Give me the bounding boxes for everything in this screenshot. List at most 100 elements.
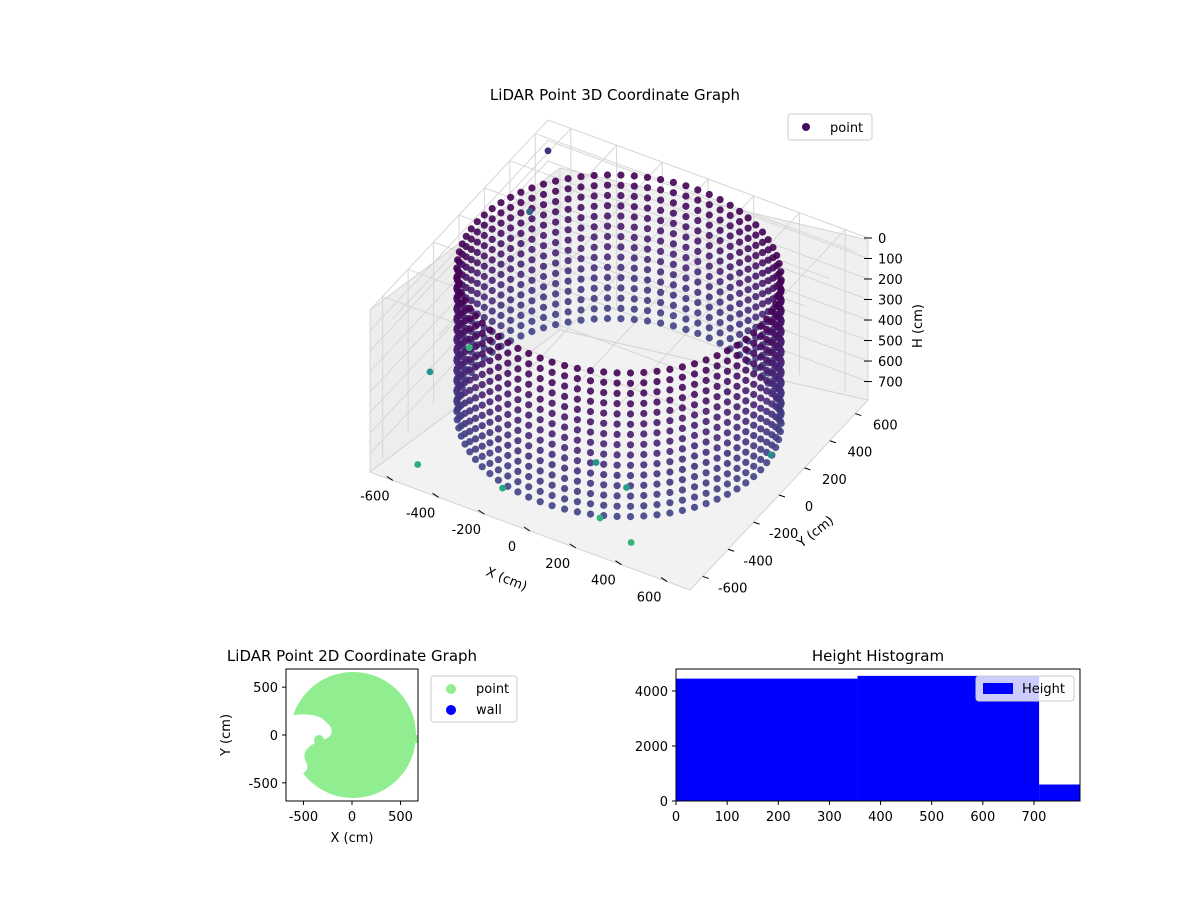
point-3d: [669, 240, 678, 248]
point-3d: [504, 472, 512, 480]
point-3d: [733, 352, 741, 360]
point-3d: [613, 451, 621, 459]
point-3d: [528, 256, 536, 264]
point-3d: [548, 389, 556, 397]
point-3d: [473, 279, 481, 287]
grid-line-y: [458, 214, 780, 334]
point-3d: [539, 283, 548, 291]
point-3d: [626, 369, 635, 377]
y-tick-3d: [753, 521, 760, 525]
point-3d: [548, 368, 556, 376]
point-3d: [666, 488, 674, 497]
point-3d: [478, 329, 486, 337]
point-3d: [564, 236, 572, 244]
point-3d: [488, 225, 496, 233]
point-3d: [536, 354, 544, 362]
point-3d: [514, 355, 522, 363]
point-3d: [630, 285, 638, 293]
point-3d: [723, 480, 732, 488]
point-3d: [657, 278, 665, 286]
point-3d: [750, 339, 758, 347]
point-3d: [742, 335, 750, 343]
point-3d: [742, 346, 750, 354]
point-3d: [643, 255, 652, 264]
legend-2d: point wall: [430, 675, 518, 723]
histogram-frame: [675, 668, 1081, 802]
point-3d: [466, 407, 474, 415]
point-3d: [536, 477, 544, 485]
point-3d: [453, 264, 461, 272]
x-tick-3d: [432, 492, 439, 498]
z-tick-label-3d: 200: [878, 273, 903, 288]
point-3d: [669, 250, 678, 258]
point-3d: [750, 370, 758, 378]
point-3d: [690, 401, 699, 409]
point-3d: [528, 184, 536, 192]
outlier-point-3d: [465, 344, 473, 352]
point-3d: [577, 203, 585, 212]
point-3d: [742, 366, 750, 374]
point-3d: [536, 498, 544, 506]
point-3d: [640, 471, 648, 479]
point-3d: [552, 290, 560, 298]
point-3d: [716, 298, 724, 306]
point-3d: [525, 452, 533, 460]
point-3d: [517, 260, 525, 268]
point-3d: [750, 390, 758, 399]
point-3d: [657, 268, 665, 276]
x-tick-3d: [386, 476, 394, 481]
point-3d: [716, 216, 724, 224]
point-3d: [678, 404, 687, 412]
point-3d: [690, 462, 699, 470]
point-3d: [471, 332, 480, 340]
point-3d: [494, 384, 502, 392]
point-3d: [666, 376, 674, 384]
point-3d: [666, 386, 674, 394]
z-tick-label-3d: 300: [878, 294, 903, 309]
point-3d: [548, 502, 556, 510]
point-3d: [666, 406, 674, 414]
point-3d: [525, 473, 533, 481]
point-3d: [690, 370, 699, 378]
point-3d: [752, 252, 760, 260]
point-3d: [552, 177, 560, 185]
point-3d: [716, 329, 724, 337]
point-3d: [666, 417, 674, 425]
point-3d: [742, 376, 750, 384]
point-3d: [669, 271, 678, 279]
point-3d: [573, 364, 582, 372]
point-3d: [561, 433, 569, 441]
point-3d: [613, 492, 621, 500]
point-3d: [682, 213, 690, 221]
point-3d: [744, 316, 752, 325]
point-3d: [757, 414, 765, 423]
point-3d: [694, 299, 702, 307]
point-3d: [702, 356, 710, 364]
point-3d: [630, 213, 638, 221]
point-3d: [716, 237, 724, 245]
point-3d: [539, 303, 548, 311]
point-3d: [486, 326, 494, 334]
point-3d: [702, 376, 710, 385]
point-3d: [586, 479, 595, 487]
point-3d: [733, 372, 741, 380]
point-3d: [564, 205, 572, 213]
point-3d: [536, 385, 544, 393]
point-3d: [564, 185, 572, 193]
point-3d: [497, 260, 505, 268]
point-3d: [669, 291, 678, 299]
outlier-point-3d: [499, 484, 506, 492]
point-3d: [548, 409, 556, 417]
point-3d: [617, 202, 625, 210]
point-3d: [682, 182, 690, 190]
point-3d: [630, 223, 638, 231]
z-tick-label-3d: 0: [878, 232, 886, 247]
point-3d: [514, 406, 522, 414]
x-tick-label-2d: 0: [348, 810, 356, 825]
point-3d: [590, 171, 598, 180]
histogram-bar: [1039, 784, 1080, 801]
point-3d: [726, 232, 734, 240]
point-3d: [561, 382, 569, 390]
point-3d: [736, 300, 744, 308]
edge-blob-2d: [412, 735, 418, 743]
